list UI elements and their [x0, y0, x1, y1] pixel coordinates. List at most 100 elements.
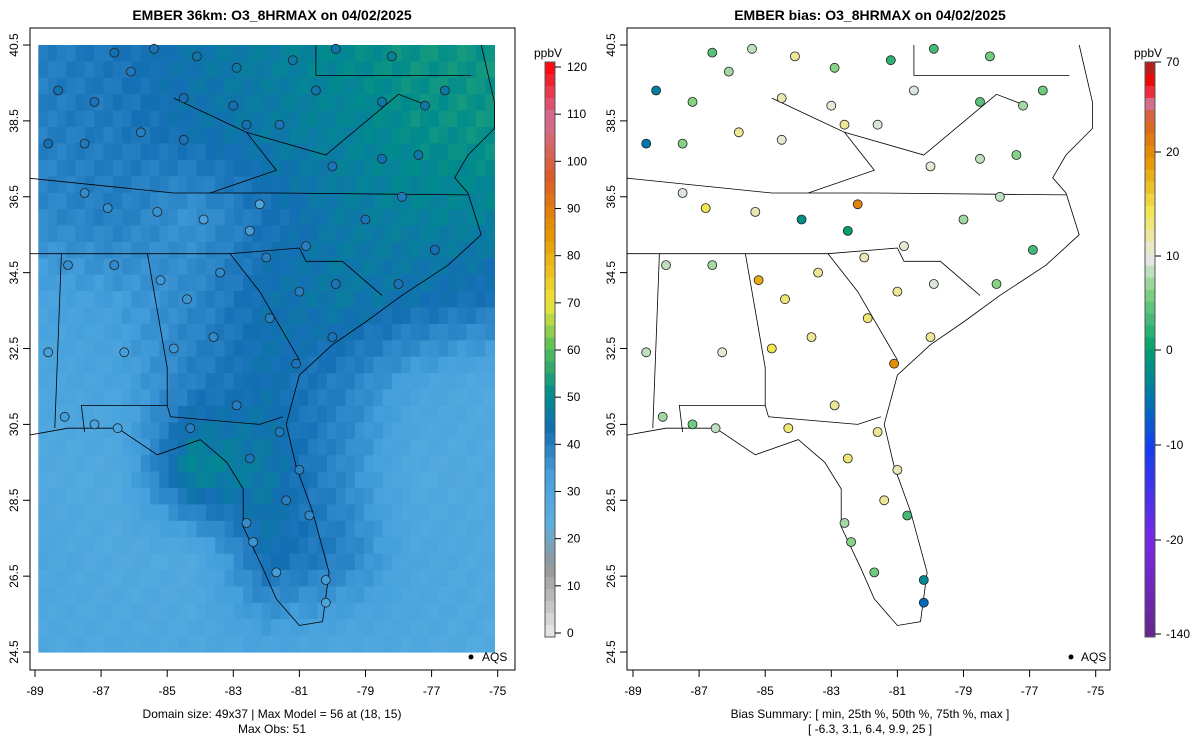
model-grid-cell: [419, 537, 430, 555]
bias-site-point: [925, 332, 936, 343]
model-grid-cell: [392, 602, 402, 620]
obs-site-point: [413, 150, 424, 160]
x-tick-label: -81: [291, 684, 309, 698]
model-grid-cell: [177, 422, 188, 440]
model-grid-cell: [47, 192, 58, 210]
model-grid-cell: [122, 488, 132, 505]
model-grid-cell: [326, 537, 337, 555]
model-grid-cell: [56, 241, 67, 259]
model-grid-cell: [252, 143, 263, 161]
model-grid-cell: [233, 241, 244, 259]
model-grid-cell: [112, 438, 123, 456]
model-grid-cell: [429, 520, 440, 538]
model-grid-cell: [438, 602, 449, 620]
model-grid-cell: [401, 291, 412, 309]
obs-site-point: [386, 51, 397, 62]
y-tick-label: 28.5: [604, 488, 618, 512]
model-grid-cell: [345, 471, 356, 489]
model-grid-cell: [47, 143, 58, 161]
model-grid-cell: [354, 61, 365, 79]
model-grid-cell: [419, 488, 430, 505]
model-grid-cell: [308, 455, 319, 473]
model-grid-cell: [252, 110, 263, 128]
model-grid-cell: [457, 537, 468, 555]
model-grid-cell: [475, 159, 486, 177]
model-grid-cell: [215, 602, 226, 620]
model-grid-cell: [103, 520, 114, 538]
bias-site-point: [985, 51, 995, 62]
model-grid-cell: [94, 619, 105, 637]
left-colorbar-label: 90: [567, 202, 581, 216]
model-grid-cell: [317, 176, 328, 194]
model-grid-cell: [447, 176, 458, 194]
model-grid-cell: [401, 192, 412, 210]
model-grid-cell: [401, 389, 412, 407]
model-grid-cell: [38, 488, 49, 505]
right-colorbar-swatch: [1145, 289, 1155, 303]
model-grid-cell: [354, 586, 365, 604]
model-grid-cell: [466, 619, 477, 637]
model-grid-cell: [243, 77, 253, 95]
model-grid-cell: [345, 553, 356, 571]
model-grid-cell: [233, 422, 244, 440]
model-grid-cell: [336, 602, 347, 620]
model-grid-cell: [215, 471, 226, 489]
model-grid-cell: [94, 127, 105, 144]
model-grid-cell: [271, 602, 281, 620]
model-grid-cell: [38, 455, 49, 473]
model-grid-cell: [466, 307, 477, 325]
model-grid-cell: [261, 373, 272, 391]
model-grid-cell: [280, 356, 291, 374]
model-grid-cell: [122, 389, 132, 407]
model-grid-cell: [233, 159, 244, 177]
model-grid-cell: [336, 241, 347, 259]
model-grid-cell: [298, 258, 309, 276]
model-grid-cell: [66, 586, 77, 604]
state-border: [30, 177, 469, 196]
model-grid-cell: [215, 520, 226, 538]
model-grid-cell: [224, 455, 235, 473]
model-grid-cell: [308, 422, 319, 440]
model-grid-cell: [410, 291, 421, 309]
bias-site-point: [700, 203, 711, 214]
model-grid-cell: [382, 258, 393, 276]
model-grid-cell: [271, 159, 281, 177]
model-grid-cell: [271, 619, 281, 637]
right-colorbar-swatch: [1145, 97, 1155, 111]
model-grid-cell: [56, 373, 67, 391]
left-colorbar-swatch: [545, 313, 555, 327]
model-grid-cell: [457, 307, 468, 325]
model-grid-cell: [84, 127, 95, 144]
model-grid-cell: [177, 471, 188, 489]
model-grid-cell: [392, 537, 402, 555]
model-grid-cell: [233, 291, 244, 309]
model-grid-cell: [38, 570, 49, 587]
model-grid-cell: [47, 258, 58, 276]
model-grid-cell: [336, 570, 347, 587]
left-colorbar-swatch: [545, 337, 555, 350]
model-grid-cell: [252, 356, 263, 374]
model-grid-cell: [336, 209, 347, 227]
model-grid-cell: [177, 307, 188, 325]
model-grid-cell: [280, 159, 291, 177]
model-grid-cell: [261, 159, 272, 177]
model-grid-cells: [38, 45, 495, 653]
model-grid-cell: [187, 241, 198, 259]
model-grid-cell: [345, 405, 356, 423]
left-colorbar-label: 30: [567, 485, 581, 499]
model-grid-cell: [159, 258, 170, 276]
model-grid-cell: [429, 45, 440, 62]
model-grid-cell: [131, 307, 142, 325]
model-grid-cell: [336, 143, 347, 161]
model-grid-cell: [438, 373, 449, 391]
right-colorbar-swatch: [1145, 565, 1155, 578]
model-grid-cell: [168, 274, 179, 292]
obs-site-point: [112, 423, 123, 434]
model-grid-cell: [84, 225, 95, 243]
model-grid-cell: [150, 537, 160, 555]
model-grid-cell: [159, 127, 170, 144]
model-grid-cell: [345, 225, 356, 243]
model-grid-cell: [38, 602, 49, 620]
model-grid-cell: [84, 504, 95, 522]
